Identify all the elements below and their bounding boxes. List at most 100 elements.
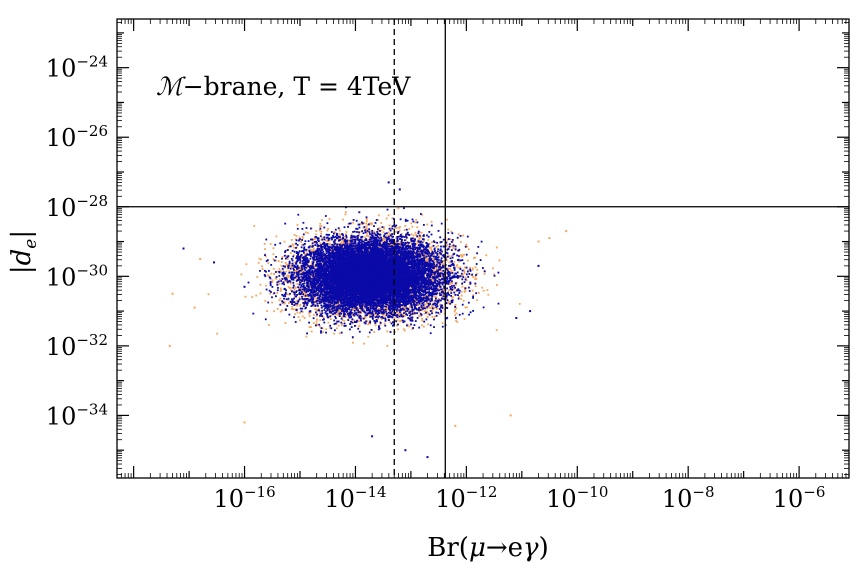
data-point [451, 296, 454, 299]
data-point [328, 239, 331, 242]
data-point [312, 305, 315, 307]
data-point [421, 309, 424, 312]
data-point [426, 310, 428, 313]
data-point [292, 308, 295, 311]
data-point [358, 324, 361, 327]
data-point [428, 246, 431, 249]
data-point [287, 286, 290, 288]
data-point [399, 242, 402, 244]
data-point [305, 335, 308, 338]
data-point [327, 321, 330, 324]
data-point [419, 235, 422, 238]
data-point [443, 308, 446, 311]
data-point [273, 310, 275, 313]
data-point [450, 270, 452, 273]
data-point [373, 315, 375, 318]
data-point [424, 255, 426, 258]
data-point [280, 264, 283, 267]
data-point [466, 306, 468, 309]
data-point [328, 242, 331, 245]
data-point [493, 273, 496, 276]
data-point [264, 300, 267, 302]
data-point [357, 320, 360, 323]
data-point [316, 309, 319, 312]
data-point [384, 315, 387, 317]
data-point [460, 255, 463, 258]
data-point [324, 239, 327, 241]
data-point [446, 218, 448, 221]
data-point [326, 229, 329, 232]
data-point [309, 311, 312, 314]
data-point [275, 235, 278, 238]
data-point [279, 290, 282, 292]
data-point [412, 238, 415, 241]
data-point [322, 316, 325, 319]
data-point [385, 307, 388, 310]
data-point [297, 268, 299, 271]
data-point [368, 305, 371, 308]
data-point [288, 302, 290, 304]
data-point [340, 242, 343, 244]
data-point [294, 313, 297, 316]
data-point [261, 265, 263, 268]
data-point [411, 328, 414, 331]
data-point [400, 305, 403, 308]
data-point [387, 231, 390, 234]
data-point [320, 225, 323, 228]
data-point [290, 264, 292, 267]
data-point [445, 272, 447, 275]
data-point [344, 211, 347, 214]
data-point [426, 294, 428, 297]
data-point [319, 312, 321, 315]
data-point [351, 337, 354, 340]
data-point [319, 311, 322, 313]
data-point [435, 296, 438, 299]
data-point [309, 285, 312, 288]
data-point [441, 251, 443, 254]
data-point [404, 308, 407, 310]
data-point [287, 245, 290, 248]
data-point [462, 234, 465, 237]
data-point [350, 233, 353, 236]
data-point [240, 273, 243, 276]
data-point [364, 315, 366, 318]
data-point [396, 311, 398, 314]
data-point [303, 292, 306, 294]
data-point [395, 227, 398, 229]
data-point [337, 313, 339, 316]
data-point [287, 299, 289, 301]
data-point [427, 313, 430, 316]
series-1 [168, 207, 568, 427]
data-point [433, 315, 436, 318]
data-point [345, 237, 348, 240]
data-point [316, 318, 318, 321]
data-point [466, 245, 468, 248]
data-point [260, 258, 262, 261]
data-point [428, 254, 431, 257]
data-point [310, 326, 312, 328]
data-point [256, 276, 259, 278]
data-point [403, 229, 406, 231]
data-point [383, 227, 385, 230]
data-point [461, 285, 464, 288]
data-point [313, 275, 316, 278]
data-point [320, 233, 323, 235]
data-point [285, 275, 288, 277]
data-point [311, 276, 314, 279]
data-point [315, 233, 317, 236]
data-point [453, 261, 456, 263]
data-point [424, 310, 426, 312]
data-point [291, 243, 294, 246]
data-point [446, 259, 449, 262]
data-point [450, 230, 453, 233]
data-point [377, 229, 380, 232]
data-point [334, 313, 337, 316]
data-point [383, 226, 385, 229]
data-point [460, 298, 462, 300]
data-point [420, 236, 422, 239]
data-point [341, 323, 343, 325]
data-point [308, 315, 311, 317]
data-point [448, 283, 451, 286]
data-point [464, 288, 466, 291]
